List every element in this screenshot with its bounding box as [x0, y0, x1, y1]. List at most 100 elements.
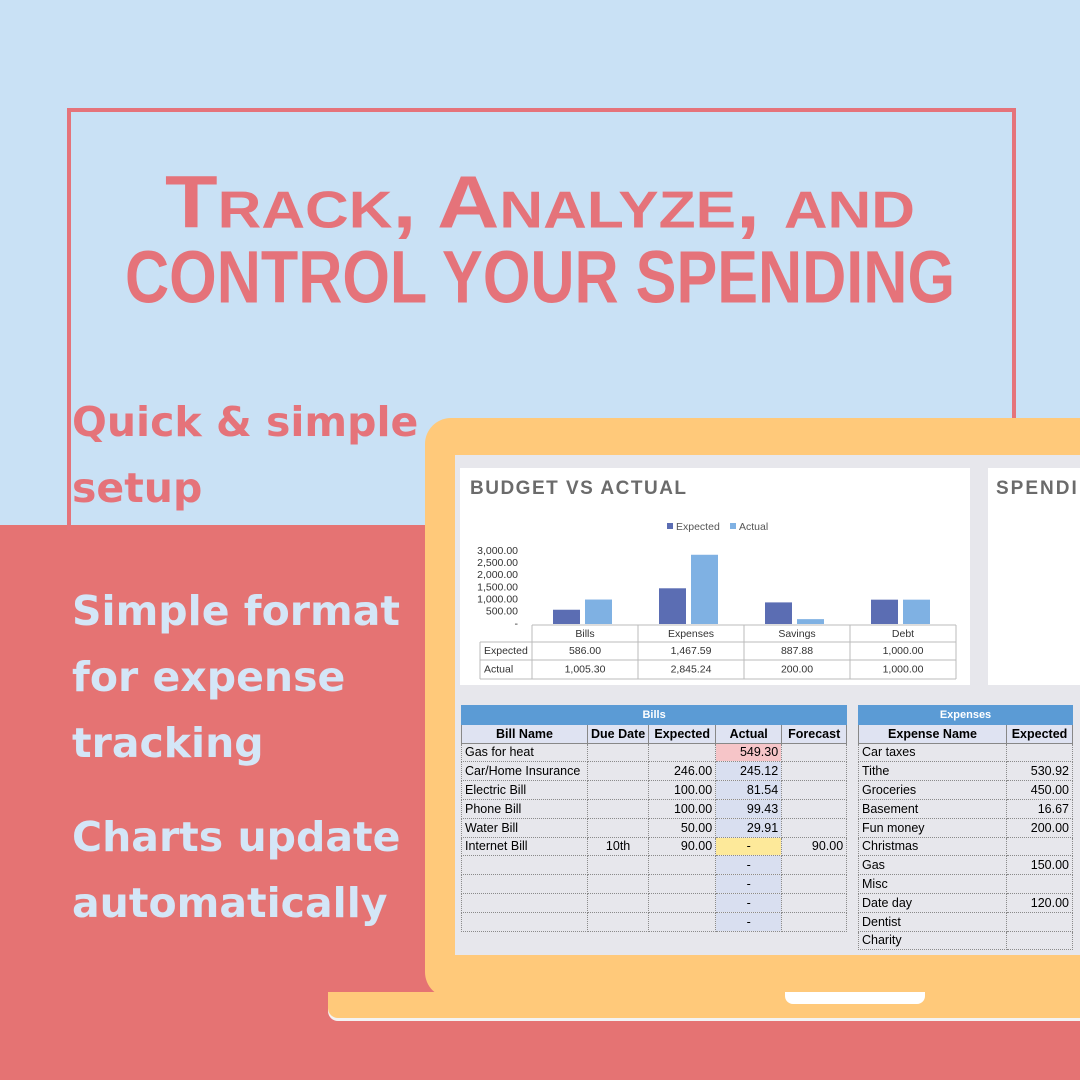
column-header: Forecast — [781, 723, 848, 744]
cell: Fun money — [858, 817, 1007, 838]
cell — [781, 780, 848, 800]
feature: Simple format for expense tracking — [72, 587, 400, 767]
cell — [461, 892, 588, 913]
caption-row: Bills — [460, 705, 848, 725]
column-header: Expected — [1006, 723, 1073, 744]
cell — [648, 892, 717, 913]
column-header: Actual — [715, 723, 783, 744]
cell: Misc — [858, 874, 1007, 894]
cell — [461, 874, 588, 894]
cell — [586, 798, 650, 819]
cell: 10th — [586, 836, 650, 857]
cell: 246.00 — [648, 761, 717, 782]
bills-table: Bills Bill Name Due Date Expected Actual Fore… — [460, 705, 848, 932]
cell: Tithe — [858, 761, 1007, 782]
cell: Internet Bill — [461, 836, 588, 857]
expenses-table: Expenses Expense Name Expected Car taxes Tit… — [858, 705, 1073, 951]
cell: Car taxes — [858, 742, 1007, 763]
table-title: Expenses — [858, 705, 1073, 725]
row: Groceries 450.00 — [858, 780, 1073, 800]
row: Date day 120.00 — [858, 892, 1073, 913]
cell: 81.54 — [715, 780, 783, 800]
cell: 99.43 — [715, 798, 783, 819]
cell: Car/Home Insurance — [461, 761, 588, 782]
cell: Gas for heat — [461, 742, 588, 763]
table-title: Bills — [460, 705, 848, 725]
cell: - — [715, 892, 783, 913]
title-line: Track, Analyze, and — [165, 161, 915, 244]
row: Phone Bill 100.00 99.43 — [461, 798, 848, 819]
cell: 100.00 — [648, 780, 717, 800]
cell — [781, 742, 848, 763]
panel-title: SPENDI — [996, 478, 1079, 499]
cell: 530.92 — [1006, 761, 1073, 782]
cell: Groceries — [858, 780, 1007, 800]
cell: Gas — [858, 855, 1007, 876]
column-header: Due Date — [586, 723, 650, 744]
cell: Basement — [858, 798, 1007, 819]
row: Gas for heat 549.30 — [461, 742, 848, 763]
cell: 90.00 — [781, 836, 848, 857]
row: Misc — [858, 874, 1073, 894]
laptop-base — [328, 992, 1080, 1018]
cell: 245.12 — [715, 761, 783, 782]
title-layer: Track, Analyze, and control your spendin… — [125, 161, 955, 319]
row: - — [461, 892, 848, 913]
cell: Phone Bill — [461, 798, 588, 819]
cell: 450.00 — [1006, 780, 1073, 800]
cell: 29.91 — [715, 817, 783, 838]
cell: 16.67 — [1006, 798, 1073, 819]
row: Gas 150.00 — [858, 855, 1073, 876]
cell: 100.00 — [648, 798, 717, 819]
cell: Electric Bill — [461, 780, 588, 800]
cell — [586, 742, 650, 763]
chart-panel — [460, 468, 970, 685]
row: Fun money 200.00 — [858, 817, 1073, 838]
cell — [1006, 836, 1073, 857]
cell — [781, 892, 848, 913]
cell — [586, 892, 650, 913]
cell: - — [715, 911, 783, 932]
cell — [461, 911, 588, 932]
cell: 120.00 — [1006, 892, 1073, 913]
row: Car/Home Insurance 246.00 245.12 — [461, 761, 848, 782]
cell — [781, 761, 848, 782]
column-header: Bill Name — [461, 723, 588, 744]
cell — [586, 911, 650, 932]
row: Car taxes — [858, 742, 1073, 763]
cell: Dentist — [858, 911, 1007, 932]
cell: 200.00 — [1006, 817, 1073, 838]
table: Bills Bill Name Due Date Expected Actual Fore… — [460, 705, 848, 932]
feature: Charts update automatically — [72, 813, 401, 927]
cell: Christmas — [858, 836, 1007, 857]
cell — [648, 742, 717, 763]
frame-lower — [67, 522, 71, 530]
cell: - — [715, 836, 783, 857]
cell — [781, 817, 848, 838]
cell: - — [715, 874, 783, 894]
cell — [586, 817, 650, 838]
cell — [648, 911, 717, 932]
row: Internet Bill 10th 90.00-90.00 — [461, 836, 848, 857]
cell: 150.00 — [1006, 855, 1073, 876]
cell — [461, 855, 588, 876]
row: - — [461, 874, 848, 894]
spending-panel: SPENDI — [988, 468, 1080, 685]
cell — [1006, 874, 1073, 894]
cell: Water Bill — [461, 817, 588, 838]
row: - — [461, 911, 848, 932]
row: Dentist — [858, 911, 1073, 932]
row: Tithe 530.92 — [858, 761, 1073, 782]
row: - — [461, 855, 848, 876]
header-row: Expense Name Expected — [858, 723, 1073, 744]
cell: Date day — [858, 892, 1007, 913]
cell — [586, 874, 650, 894]
cell: Charity — [858, 930, 1007, 951]
feature: Quick & simple setup — [72, 398, 419, 512]
cell — [586, 855, 650, 876]
column-header: Expected — [648, 723, 717, 744]
cell — [648, 874, 717, 894]
cell: 50.00 — [648, 817, 717, 838]
row: Christmas — [858, 836, 1073, 857]
